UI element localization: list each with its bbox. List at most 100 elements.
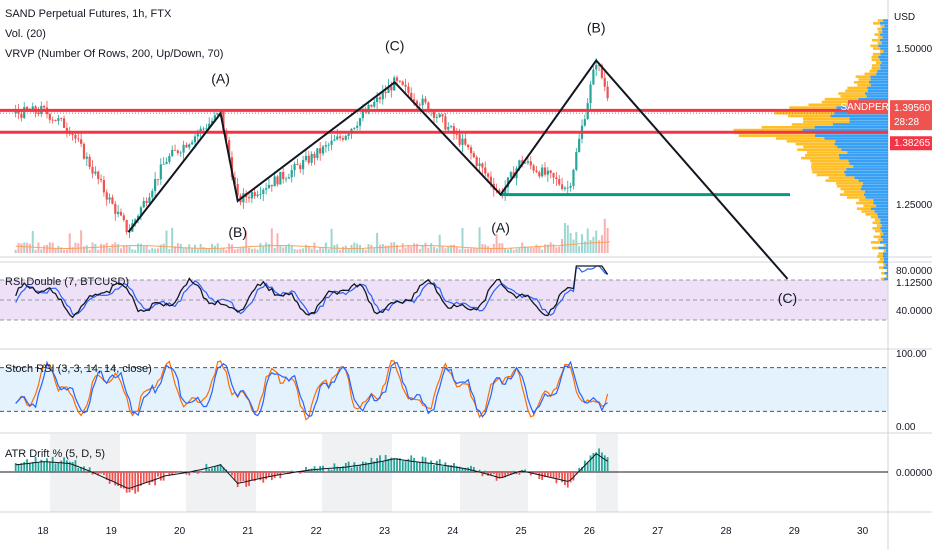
atr-bar bbox=[450, 465, 452, 472]
atr-bar bbox=[464, 467, 467, 472]
atr-bar bbox=[495, 472, 498, 481]
volume-bar bbox=[145, 245, 148, 253]
volume-bar bbox=[111, 244, 114, 253]
candle-body bbox=[65, 127, 69, 131]
candle-body bbox=[381, 91, 384, 100]
volume-bar bbox=[347, 248, 350, 253]
volume-profile-up bbox=[878, 55, 888, 59]
candle-body bbox=[17, 110, 20, 114]
volume-profile-up bbox=[884, 271, 888, 275]
volume-bar bbox=[259, 243, 262, 253]
vrvp-label[interactable]: VRVP (Number Of Rows, 200, Up/Down, 70) bbox=[5, 48, 224, 60]
volume-profile-down bbox=[733, 128, 803, 132]
volume-bar bbox=[213, 245, 216, 253]
volume-bar bbox=[407, 245, 410, 253]
rsi-title[interactable]: RSI Double (7, BTCUSD) bbox=[5, 276, 130, 288]
volume-profile-down bbox=[835, 182, 863, 185]
volume-bar bbox=[526, 247, 529, 253]
candle-body bbox=[265, 188, 268, 190]
candle-body bbox=[327, 144, 330, 146]
volume-profile-up bbox=[849, 162, 888, 166]
stoch-rsi-title[interactable]: Stoch RSI (3, 3, 14, 14, close) bbox=[5, 363, 152, 375]
atr-bar bbox=[390, 457, 393, 472]
atr-drift-title[interactable]: ATR Drift % (5, D, 5) bbox=[5, 448, 106, 460]
volume-bar bbox=[515, 248, 518, 253]
volume-profile-up bbox=[880, 235, 888, 239]
volume-profile-down bbox=[877, 19, 883, 22]
volume-profile-down bbox=[811, 162, 850, 166]
volume-bar bbox=[80, 230, 83, 253]
volume-profile-up bbox=[873, 198, 888, 202]
atr-bar bbox=[137, 472, 139, 492]
volume-label[interactable]: Vol. (20) bbox=[5, 28, 46, 40]
volume-bar bbox=[71, 247, 74, 253]
atr-bar bbox=[524, 469, 526, 472]
volume-profile-down bbox=[875, 61, 882, 64]
atr-bar bbox=[23, 461, 26, 472]
atr-bar bbox=[367, 462, 370, 472]
volume-bar bbox=[359, 244, 362, 253]
atr-bar bbox=[151, 472, 154, 483]
volume-profile-up bbox=[849, 117, 888, 121]
volume-profile-up bbox=[849, 120, 888, 123]
atr-bar bbox=[265, 472, 268, 480]
candle-body bbox=[188, 144, 191, 148]
volume-bar bbox=[182, 248, 185, 253]
volume-bar bbox=[532, 247, 535, 253]
volume-bar bbox=[478, 227, 481, 253]
candle-body bbox=[563, 187, 567, 189]
volume-profile-down bbox=[883, 249, 886, 253]
atr-bar bbox=[370, 457, 373, 472]
atr-bar bbox=[57, 462, 60, 472]
candle-body bbox=[521, 160, 524, 164]
atr-bar bbox=[544, 472, 546, 478]
volume-profile-down bbox=[846, 196, 866, 199]
atr-bar bbox=[413, 458, 415, 472]
countdown-text: 28:28 bbox=[894, 117, 919, 128]
volume-profile-down bbox=[879, 50, 884, 53]
volume-bar bbox=[319, 247, 322, 253]
volume-profile-down bbox=[856, 207, 871, 210]
candle-body bbox=[435, 117, 438, 118]
candle-body bbox=[228, 140, 231, 158]
volume-bar bbox=[475, 247, 478, 253]
atr-bar bbox=[305, 466, 307, 472]
volume-profile-up bbox=[878, 44, 888, 48]
candle-body bbox=[162, 163, 165, 165]
volume-profile-down bbox=[786, 139, 836, 143]
candle-body bbox=[569, 185, 572, 188]
volume-profile-down bbox=[871, 66, 881, 70]
atr-bar bbox=[233, 472, 236, 481]
candle-body bbox=[60, 118, 63, 120]
atr-bar bbox=[441, 466, 444, 472]
atr-bar bbox=[564, 472, 566, 486]
atr-bar bbox=[578, 467, 581, 472]
volume-profile-down bbox=[886, 269, 888, 272]
candle-body bbox=[270, 184, 273, 187]
atr-bar bbox=[507, 472, 509, 475]
volume-profile-up bbox=[838, 154, 888, 157]
atr-bar bbox=[575, 472, 578, 475]
volume-profile-down bbox=[803, 145, 838, 149]
volume-bar bbox=[373, 248, 376, 253]
atr-bar bbox=[108, 472, 111, 484]
volume-bar bbox=[381, 244, 384, 253]
candle-body bbox=[575, 152, 578, 170]
atr-bar bbox=[379, 455, 381, 472]
volume-profile-down bbox=[836, 184, 862, 188]
volume-profile-down bbox=[847, 86, 868, 90]
volume-bar bbox=[339, 249, 342, 253]
candle-body bbox=[256, 194, 259, 197]
atr-bar bbox=[80, 467, 83, 472]
volume-profile-down bbox=[872, 22, 880, 25]
volume-bar bbox=[162, 243, 165, 253]
volume-bar bbox=[353, 242, 356, 253]
candle-body bbox=[43, 106, 46, 108]
atr-bar bbox=[356, 466, 359, 472]
volume-bar bbox=[34, 249, 37, 253]
atr-bar bbox=[145, 472, 148, 483]
symbol-title[interactable]: SAND Perpetual Futures, 1h, FTX bbox=[5, 8, 172, 20]
volume-bar bbox=[239, 247, 242, 253]
atr-bar bbox=[330, 469, 333, 472]
